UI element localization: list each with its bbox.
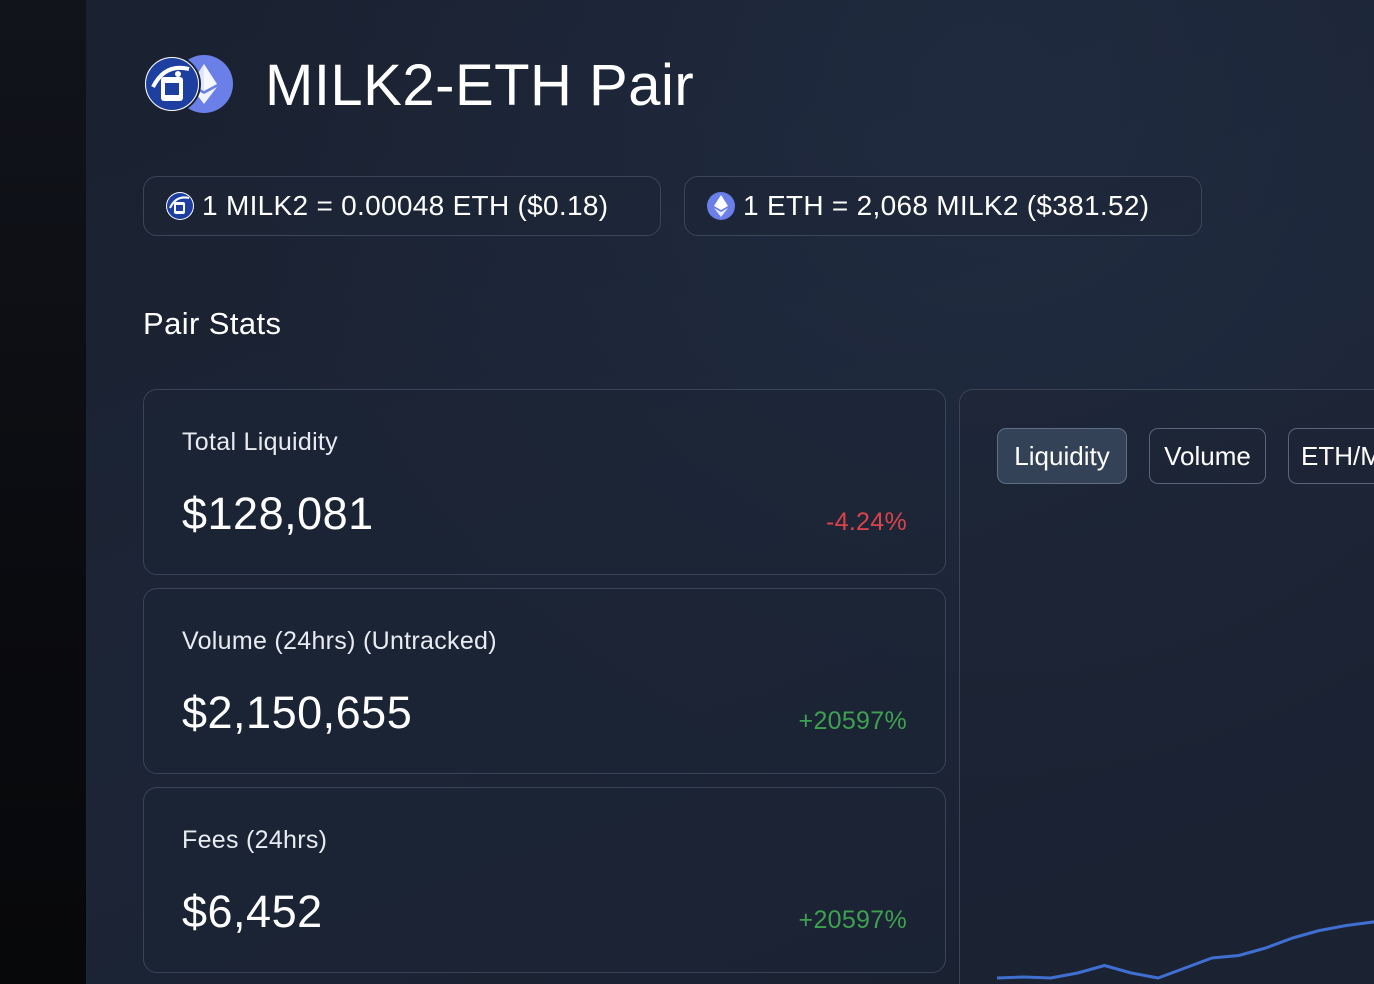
- eth-token-icon: [707, 192, 735, 220]
- liquidity-series-line: [996, 920, 1374, 980]
- eth-rate-text: 1 ETH = 2,068 MILK2 ($381.52): [743, 190, 1150, 221]
- stat-value: $128,081: [182, 488, 374, 539]
- volume-card: Volume (24hrs) (Untracked) $2,150,655 +2…: [143, 588, 946, 774]
- stat-change: +20597%: [798, 906, 907, 934]
- stat-change: -4.24%: [825, 508, 907, 536]
- milk2-token-icon: [143, 55, 201, 113]
- tab-volume[interactable]: Volume: [1149, 428, 1266, 484]
- stat-change: +20597%: [798, 707, 907, 735]
- milk2-rate-text: 1 MILK2 = 0.00048 ETH ($0.18): [202, 190, 609, 221]
- milk2-rate-chip[interactable]: 1 MILK2 = 0.00048 ETH ($0.18): [143, 176, 661, 236]
- pair-stats-heading: Pair Stats: [143, 306, 282, 341]
- milk2-token-icon: [166, 192, 194, 220]
- total-liquidity-card: Total Liquidity $128,081 -4.24%: [143, 389, 946, 575]
- eth-rate-chip[interactable]: 1 ETH = 2,068 MILK2 ($381.52): [684, 176, 1202, 236]
- stat-value: $2,150,655: [182, 687, 413, 738]
- stat-label: Total Liquidity: [182, 428, 338, 456]
- tab-eth-milk2[interactable]: ETH/M: [1288, 428, 1374, 484]
- liquidity-chart: [996, 920, 1374, 980]
- fees-card: Fees (24hrs) $6,452 +20597%: [143, 787, 946, 973]
- pair-token-logos: [143, 55, 235, 117]
- chart-panel: Liquidity Volume ETH/M: [959, 389, 1374, 984]
- sidebar: [0, 0, 86, 984]
- stat-value: $6,452: [182, 886, 323, 937]
- stat-label: Volume (24hrs) (Untracked): [182, 627, 497, 655]
- page-title: MILK2-ETH Pair: [265, 53, 695, 118]
- tab-liquidity[interactable]: Liquidity: [997, 428, 1127, 484]
- stat-label: Fees (24hrs): [182, 826, 328, 854]
